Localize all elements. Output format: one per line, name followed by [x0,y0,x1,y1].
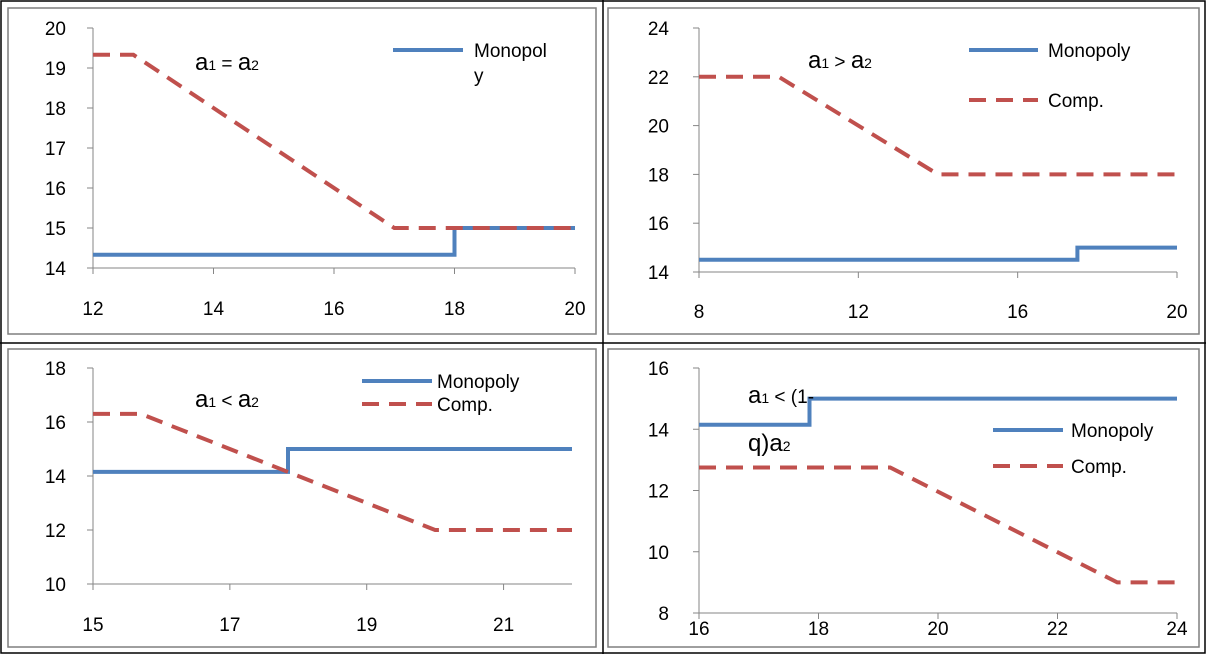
y-tick-label: 10 [45,575,66,596]
y-tick-label: 18 [648,165,669,186]
x-tick-label: 24 [1166,619,1188,640]
chart-frame [7,348,597,648]
chart-panel-3: 10 12 14 16 18 15 17 19 21 Monopoly Comp. a1 < a2 [0,343,603,654]
x-tick-label: 20 [1166,302,1187,323]
x-tick-label: 18 [808,619,829,640]
condition-annotation: a1 < a2 [195,386,259,413]
x-tick-label: 18 [444,299,465,320]
y-tick-label: 8 [658,604,669,625]
chart-panel-4: 8 10 12 14 16 16 18 20 22 24 Monopoly Comp. a1 < (1-… [603,343,1206,654]
chart-panel-2: 14 16 18 20 22 24 8 12 16 20 Monopoly Comp. a1 > a2 [603,0,1206,343]
legend-label: Comp. [1048,91,1104,112]
x-tick-label: 16 [1007,302,1028,323]
y-tick-label: 12 [45,521,66,542]
x-tick-label: 22 [1047,619,1068,640]
y-tick-label: 16 [45,413,66,434]
legend-label: Monopoly [1071,421,1154,442]
chart-1-svg: 14 15 16 17 18 19 20 12 14 16 18 20 Monopol y a1 = a2 [7,7,597,335]
y-tick-label: 22 [648,68,669,89]
x-tick-label: 16 [323,299,344,320]
legend-label: Monopol [474,41,547,62]
y-tick-label: 16 [45,179,66,200]
x-tick-label: 17 [219,615,240,636]
y-tick-label: 18 [45,359,66,380]
chart-panel-1: 14 15 16 17 18 19 20 12 14 16 18 20 Monopol y a1 = a2 [0,0,603,343]
x-tick-label: 21 [493,615,514,636]
y-tick-label: 10 [648,543,669,564]
legend-label: Monopoly [1048,41,1131,62]
x-tick-label: 20 [564,299,585,320]
y-tick-label: 20 [45,19,66,40]
legend-label: Monopoly [437,372,520,393]
x-tick-label: 16 [688,619,709,640]
x-tick-label: 20 [927,619,948,640]
legend-label: Comp. [1071,457,1127,478]
y-tick-label: 16 [648,214,669,235]
x-tick-label: 14 [203,299,225,320]
y-tick-label: 14 [648,263,670,284]
x-tick-label: 12 [82,299,103,320]
y-tick-label: 14 [45,467,67,488]
y-tick-label: 19 [45,59,66,80]
chart-4-svg: 8 10 12 14 16 16 18 20 22 24 Monopoly Comp. a1 < (1-… [607,348,1200,648]
x-tick-label: 8 [694,302,705,323]
legend-label: y [474,66,484,87]
y-tick-label: 24 [648,19,670,40]
y-tick-label: 15 [45,219,66,240]
legend-label: Comp. [437,395,493,416]
y-tick-label: 14 [45,259,67,280]
y-tick-label: 20 [648,117,669,138]
y-tick-label: 12 [648,482,669,503]
condition-annotation: a1 > a2 [808,47,872,74]
x-tick-label: 15 [82,615,103,636]
chart-2-svg: 14 16 18 20 22 24 8 12 16 20 Monopoly Comp. a1 > a2 [607,7,1200,335]
y-tick-label: 17 [45,139,66,160]
chart-frame [607,348,1200,648]
y-tick-label: 14 [648,420,670,441]
condition-annotation: a1 = a2 [195,49,259,76]
y-tick-label: 16 [648,359,669,380]
x-tick-label: 12 [848,302,869,323]
condition-annotation: a1 < (1- [748,382,814,409]
x-tick-label: 19 [356,615,377,636]
y-tick-label: 18 [45,99,66,120]
